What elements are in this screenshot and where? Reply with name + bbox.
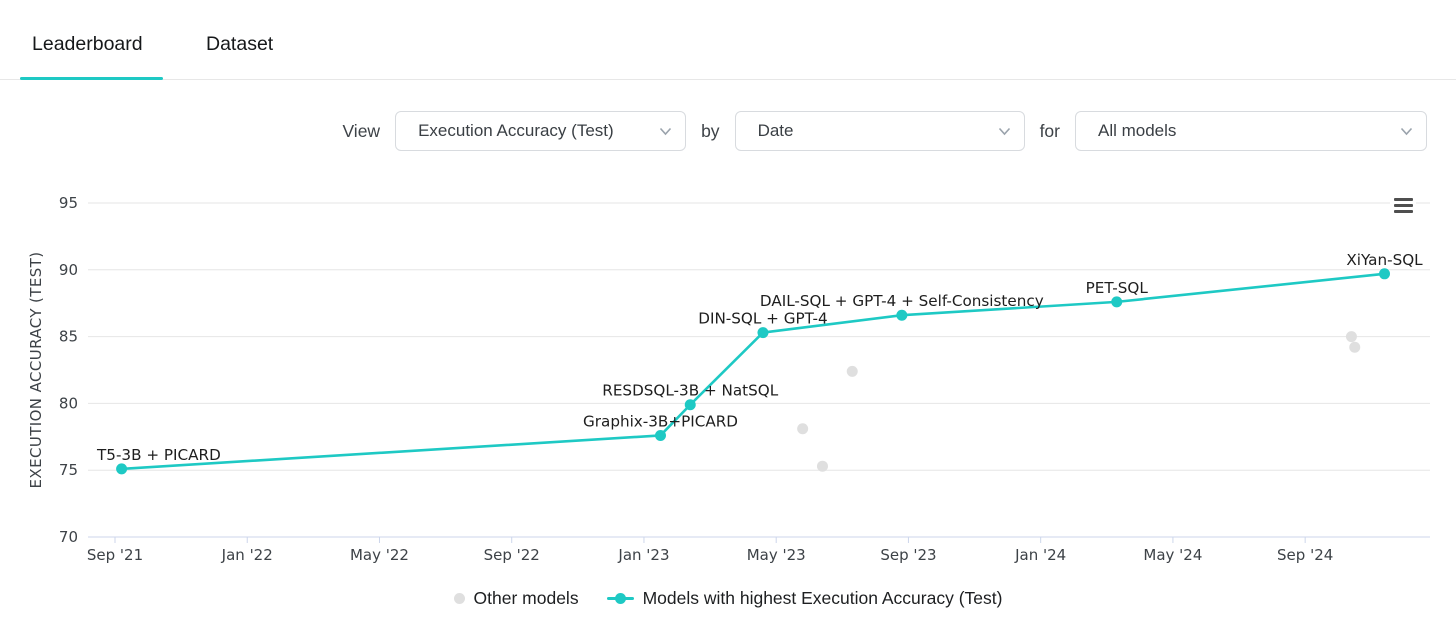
x-tick-label: Sep '23 [880, 546, 936, 564]
legend-label: Models with highest Execution Accuracy (… [642, 587, 1003, 608]
highlight-point[interactable] [116, 463, 128, 475]
highlight-point[interactable] [896, 309, 908, 321]
point-label: RESDSQL-3B + NatSQL [602, 382, 778, 400]
point-label: PET-SQL [1086, 279, 1149, 297]
point-label: DIN-SQL + GPT-4 [698, 310, 827, 328]
highlight-point[interactable] [684, 399, 696, 411]
other-model-point[interactable] [1345, 331, 1357, 343]
view-select-value: Execution Accuracy (Test) [418, 121, 614, 140]
highlight-line [121, 272, 1385, 471]
highlight-point[interactable] [1379, 268, 1391, 280]
active-tab-underline [20, 77, 163, 80]
filter-controls: View Execution Accuracy (Test) by Date f… [0, 111, 1456, 151]
x-tick-label: Jan '24 [1014, 546, 1066, 564]
y-tick-label: 90 [59, 261, 78, 279]
x-tick-label: May '23 [747, 546, 806, 564]
highlight-point[interactable] [654, 429, 666, 441]
hamburger-icon [1393, 197, 1413, 201]
y-tick-label: 70 [59, 528, 78, 546]
for-label: for [1039, 120, 1060, 141]
point-label: DAIL-SQL + GPT-4 + Self-Consistency [760, 292, 1044, 310]
highlight-point[interactable] [1111, 296, 1123, 308]
y-tick-label: 85 [59, 328, 78, 346]
chevron-down-icon [659, 127, 672, 135]
y-tick-label: 95 [59, 194, 78, 212]
chart-menu-button[interactable] [1390, 194, 1416, 216]
view-label: View [342, 120, 381, 141]
y-tick-label: 75 [59, 461, 78, 479]
other-models-marker-icon [453, 592, 465, 604]
chevron-down-icon [1400, 127, 1413, 135]
chart-svg: 70 75 80 85 90 95 Sep '21 Jan '22 May '22 Sep '22… [27, 194, 1430, 564]
point-label: XiYan-SQL [1346, 251, 1423, 269]
by-select-value: Date [757, 121, 794, 140]
tab-leaderboard[interactable]: Leaderboard [32, 33, 143, 55]
accuracy-chart: 70 75 80 85 90 95 Sep '21 Jan '22 May '22 Sep '22… [0, 180, 1456, 580]
highlight-point[interactable] [757, 327, 769, 339]
highlight-series-marker-icon [606, 592, 634, 604]
other-model-point[interactable] [816, 460, 828, 472]
x-tick-label: Jan '23 [617, 546, 669, 564]
tab-dataset[interactable]: Dataset [206, 33, 274, 55]
x-tick-label: May '22 [350, 546, 409, 564]
y-tick-label: 80 [59, 394, 78, 412]
tab-bar: Leaderboard Dataset [0, 0, 1456, 80]
other-model-point[interactable] [1349, 341, 1361, 353]
x-tick-label: Jan '22 [221, 546, 273, 564]
x-tick-label: Sep '22 [484, 546, 540, 564]
legend-item-highlight-series[interactable]: Models with highest Execution Accuracy (… [606, 587, 1003, 609]
point-label: Graphix-3B+PICARD [583, 412, 738, 430]
x-tick-label: Sep '24 [1277, 546, 1333, 564]
other-model-point[interactable] [797, 423, 809, 435]
legend-item-other-models[interactable]: Other models [453, 587, 579, 609]
view-select[interactable]: Execution Accuracy (Test) [395, 111, 687, 151]
x-tick-label: Sep '21 [87, 546, 143, 564]
legend-label: Other models [473, 587, 579, 608]
x-tick-label: May '24 [1143, 546, 1202, 564]
by-label: by [701, 120, 720, 141]
for-select-value: All models [1098, 121, 1177, 140]
by-select[interactable]: Date [734, 111, 1025, 151]
other-model-point[interactable] [846, 365, 858, 377]
point-label: T5-3B + PICARD [96, 446, 221, 464]
y-axis-title: EXECUTION ACCURACY (TEST) [27, 252, 45, 489]
chart-legend: Other models Models with highest Executi… [0, 583, 1456, 613]
for-select[interactable]: All models [1075, 111, 1427, 151]
chevron-down-icon [998, 127, 1010, 135]
